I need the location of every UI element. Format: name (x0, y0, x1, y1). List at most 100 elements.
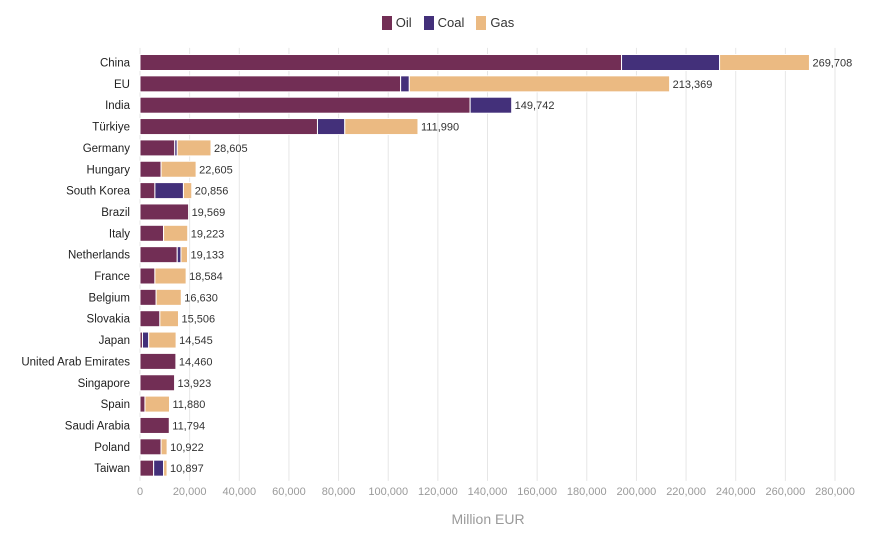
bar-segment-gas (163, 224, 189, 242)
x-tick-label: 280,000 (815, 486, 855, 498)
legend-item-coal: Coal (423, 15, 465, 30)
bar-segment-coal (316, 118, 346, 136)
bar-segment-coal (621, 54, 721, 71)
bar-segment-oil (139, 288, 157, 306)
bar-segment-gas (719, 54, 810, 71)
bar-segment-coal (153, 459, 165, 477)
bar-segment-coal (176, 246, 182, 264)
bar-segment-oil (139, 96, 471, 114)
bar-segment-oil (139, 246, 178, 264)
total-value-label: 10,922 (170, 442, 204, 454)
category-label: Singapore (78, 378, 130, 390)
total-value-label: 15,506 (181, 314, 215, 326)
category-label: Saudi Arabia (65, 420, 131, 432)
bar-segment-oil (139, 160, 162, 178)
total-value-label: 16,630 (184, 292, 218, 304)
legend-label: Coal (437, 15, 465, 30)
total-value-label: 13,923 (178, 378, 212, 390)
bar-segment-gas (154, 267, 187, 285)
bar-segment-oil (139, 75, 402, 93)
legend-item-gas: Gas (476, 15, 514, 30)
bar-segment-oil (139, 438, 162, 456)
bar-segment-oil (139, 352, 177, 370)
category-label: Slovakia (87, 314, 131, 326)
total-value-label: 28,605 (214, 143, 248, 155)
bar-segment-gas (182, 182, 193, 200)
x-axis-title: Million EUR (451, 511, 524, 527)
total-labels: 269,708 213,369 149,742 111,990 28,605 22,605… (170, 58, 852, 476)
x-axis-ticks: 0 20,000 40,000 60,000 80,000 100,000 120,000 1… (137, 486, 855, 498)
legend-swatch (423, 15, 434, 30)
total-value-label: 11,794 (172, 420, 205, 432)
x-tick-label: 40,000 (222, 486, 256, 498)
category-label: Italy (109, 228, 130, 240)
bar-segment-gas (160, 438, 168, 456)
bar-segment-oil (139, 267, 156, 285)
total-value-label: 269,708 (812, 58, 852, 70)
bar-segment-gas (408, 75, 671, 93)
x-tick-label: 80,000 (322, 486, 356, 498)
bar-segment-gas (344, 118, 419, 136)
bar-segment-coal (154, 182, 184, 200)
category-label: Türkiye (92, 122, 130, 134)
bar-segment-gas (144, 395, 170, 413)
category-label: Hungary (87, 164, 131, 176)
bar-segment-oil (139, 459, 155, 477)
category-label: Poland (94, 442, 130, 454)
legend-label: Gas (490, 15, 515, 30)
x-tick-label: 60,000 (272, 486, 306, 498)
category-label: Japan (99, 335, 130, 347)
x-tick-label: 180,000 (567, 486, 607, 498)
bar-segment-gas (148, 331, 177, 349)
category-label: Belgium (88, 292, 130, 304)
chart-legend: Oil Coal Gas (0, 15, 896, 30)
bars (139, 54, 810, 477)
total-value-label: 14,545 (179, 335, 213, 347)
legend-swatch (381, 15, 392, 30)
bar-segment-oil (139, 54, 623, 71)
x-tick-label: 0 (137, 486, 143, 498)
category-label: Brazil (101, 207, 130, 219)
category-label: Taiwan (94, 463, 130, 475)
category-label: South Korea (66, 186, 131, 198)
category-label: Germany (83, 143, 131, 155)
x-tick-label: 100,000 (368, 486, 408, 498)
category-label: India (105, 100, 131, 112)
category-label: EU (114, 79, 130, 91)
total-value-label: 149,742 (515, 100, 555, 112)
x-tick-label: 260,000 (765, 486, 805, 498)
total-value-label: 20,856 (195, 186, 229, 198)
bar-segment-gas (155, 288, 182, 306)
bar-segment-oil (139, 182, 156, 200)
bar-segment-gas (163, 459, 168, 477)
bar-segment-oil (139, 224, 165, 242)
total-value-label: 11,880 (172, 399, 205, 411)
x-tick-label: 200,000 (617, 486, 657, 498)
total-value-label: 22,605 (199, 164, 233, 176)
category-label: China (100, 58, 131, 70)
category-label: Netherlands (68, 250, 130, 262)
bar-segment-gas (180, 246, 188, 264)
bar-segment-oil (139, 118, 318, 136)
category-label: United Arab Emirates (21, 356, 130, 368)
total-value-label: 19,569 (192, 207, 226, 219)
total-value-label: 213,369 (673, 79, 713, 91)
category-label: France (94, 271, 130, 283)
x-tick-label: 140,000 (468, 486, 508, 498)
bar-segment-gas (160, 160, 197, 178)
x-tick-label: 20,000 (173, 486, 207, 498)
bar-segment-gas (176, 139, 212, 157)
total-value-label: 18,584 (189, 271, 223, 283)
bar-segment-oil (139, 416, 170, 434)
category-label: Spain (101, 399, 130, 411)
x-tick-label: 120,000 (418, 486, 458, 498)
total-value-label: 19,223 (191, 228, 225, 240)
bar-segment-coal (400, 75, 410, 93)
bar-segment-oil (139, 203, 190, 221)
bar-segment-oil (139, 310, 161, 328)
category-labels: China EU India Türkiye Germany Hungary South K… (21, 58, 130, 476)
legend-item-oil: Oil (381, 15, 412, 30)
bar-segment-oil (139, 139, 176, 157)
x-tick-label: 240,000 (716, 486, 756, 498)
